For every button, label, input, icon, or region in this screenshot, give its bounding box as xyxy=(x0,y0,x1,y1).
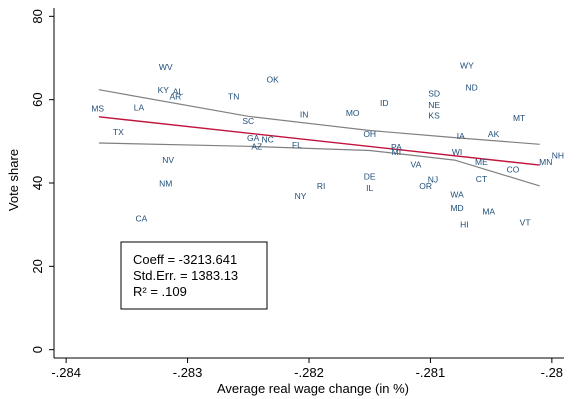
y-tick-label: 60 xyxy=(30,92,45,106)
state-point-ms: MS xyxy=(91,103,104,113)
state-point-nc: NC xyxy=(262,134,274,144)
y-tick-label: 20 xyxy=(30,259,45,273)
y-tick-label: 0 xyxy=(30,346,45,353)
state-point-vt: VT xyxy=(520,218,531,228)
state-point-wy: WY xyxy=(460,61,474,71)
x-tick-label: -.28 xyxy=(541,365,563,380)
y-axis-title: Vote share xyxy=(6,149,21,211)
state-point-hi: HI xyxy=(460,220,469,230)
state-point-va: VA xyxy=(411,160,422,170)
state-point-in: IN xyxy=(300,109,309,119)
state-point-ak: AK xyxy=(488,129,500,139)
stderr-text: Std.Err. = 1383.13 xyxy=(133,268,238,283)
y-tick-label: 80 xyxy=(30,9,45,23)
state-point-ct: CT xyxy=(476,174,487,184)
state-point-co: CO xyxy=(507,164,520,174)
x-ticks: -.284 -.283 -.282 -.281 -.28 xyxy=(51,358,563,380)
coeff-text: Coeff = -3213.641 xyxy=(133,252,237,267)
state-point-ca: CA xyxy=(135,213,147,223)
fit-line-layer xyxy=(98,116,540,166)
state-point-nv: NV xyxy=(162,155,174,165)
state-point-sd: SD xyxy=(428,88,440,98)
state-point-la: LA xyxy=(134,103,145,113)
x-tick-label: -.281 xyxy=(416,365,446,380)
fit-line xyxy=(98,116,540,166)
state-point-de: DE xyxy=(364,171,376,181)
regression-stats-box: Coeff = -3213.641 Std.Err. = 1383.13 R² … xyxy=(120,241,268,310)
state-point-mt: MT xyxy=(513,113,525,123)
ci-lower-line xyxy=(98,142,540,187)
state-point-md: MD xyxy=(450,203,463,213)
state-point-wi: WI xyxy=(452,147,462,157)
state-point-az: AZ xyxy=(251,142,262,152)
state-point-me: ME xyxy=(475,157,488,167)
state-point-nh: NH xyxy=(552,151,564,161)
state-point-sc: SC xyxy=(242,116,254,126)
state-point-ks: KS xyxy=(428,111,440,121)
state-point-ky: KY xyxy=(158,85,170,95)
x-tick-label: -.283 xyxy=(173,365,203,380)
state-point-wv: WV xyxy=(159,62,173,72)
state-point-pa: PA xyxy=(391,142,402,152)
state-point-id: ID xyxy=(380,98,389,108)
state-point-mo: MO xyxy=(346,108,360,118)
state-point-nj: NJ xyxy=(428,175,438,185)
confidence-band xyxy=(98,89,540,187)
state-point-nm: NM xyxy=(159,178,172,188)
state-point-fl: FL xyxy=(292,140,302,150)
state-point-ny: NY xyxy=(295,191,307,201)
state-point-ma: MA xyxy=(482,206,495,216)
state-point-mn: MN xyxy=(539,157,552,167)
state-point-ok: OK xyxy=(266,74,279,84)
x-tick-label: -.282 xyxy=(294,365,324,380)
state-point-tn: TN xyxy=(228,91,239,101)
state-point-mi: MI xyxy=(392,147,401,157)
state-point-ar: AR xyxy=(169,91,181,101)
y-ticks: 0 20 40 60 80 xyxy=(30,9,54,353)
state-point-wa: WA xyxy=(450,189,464,199)
state-point-oh: OH xyxy=(363,129,376,139)
state-point-ia: IA xyxy=(457,131,465,141)
state-point-al: AL xyxy=(173,86,184,96)
r-squared-text: R² = .109 xyxy=(133,284,187,299)
state-point-ga: GA xyxy=(247,133,260,143)
state-point-il: IL xyxy=(366,183,373,193)
ci-upper-line xyxy=(98,89,540,145)
stats-box-frame xyxy=(120,241,268,310)
x-tick-label: -.284 xyxy=(51,365,81,380)
x-axis-title: Average real wage change (in %) xyxy=(217,381,409,396)
state-point-or: OR xyxy=(419,181,432,191)
state-point-ri: RI xyxy=(317,181,326,191)
state-point-nd: ND xyxy=(466,83,478,93)
y-tick-label: 40 xyxy=(30,176,45,190)
state-point-ne: NE xyxy=(428,100,440,110)
state-point-tx: TX xyxy=(113,127,124,137)
